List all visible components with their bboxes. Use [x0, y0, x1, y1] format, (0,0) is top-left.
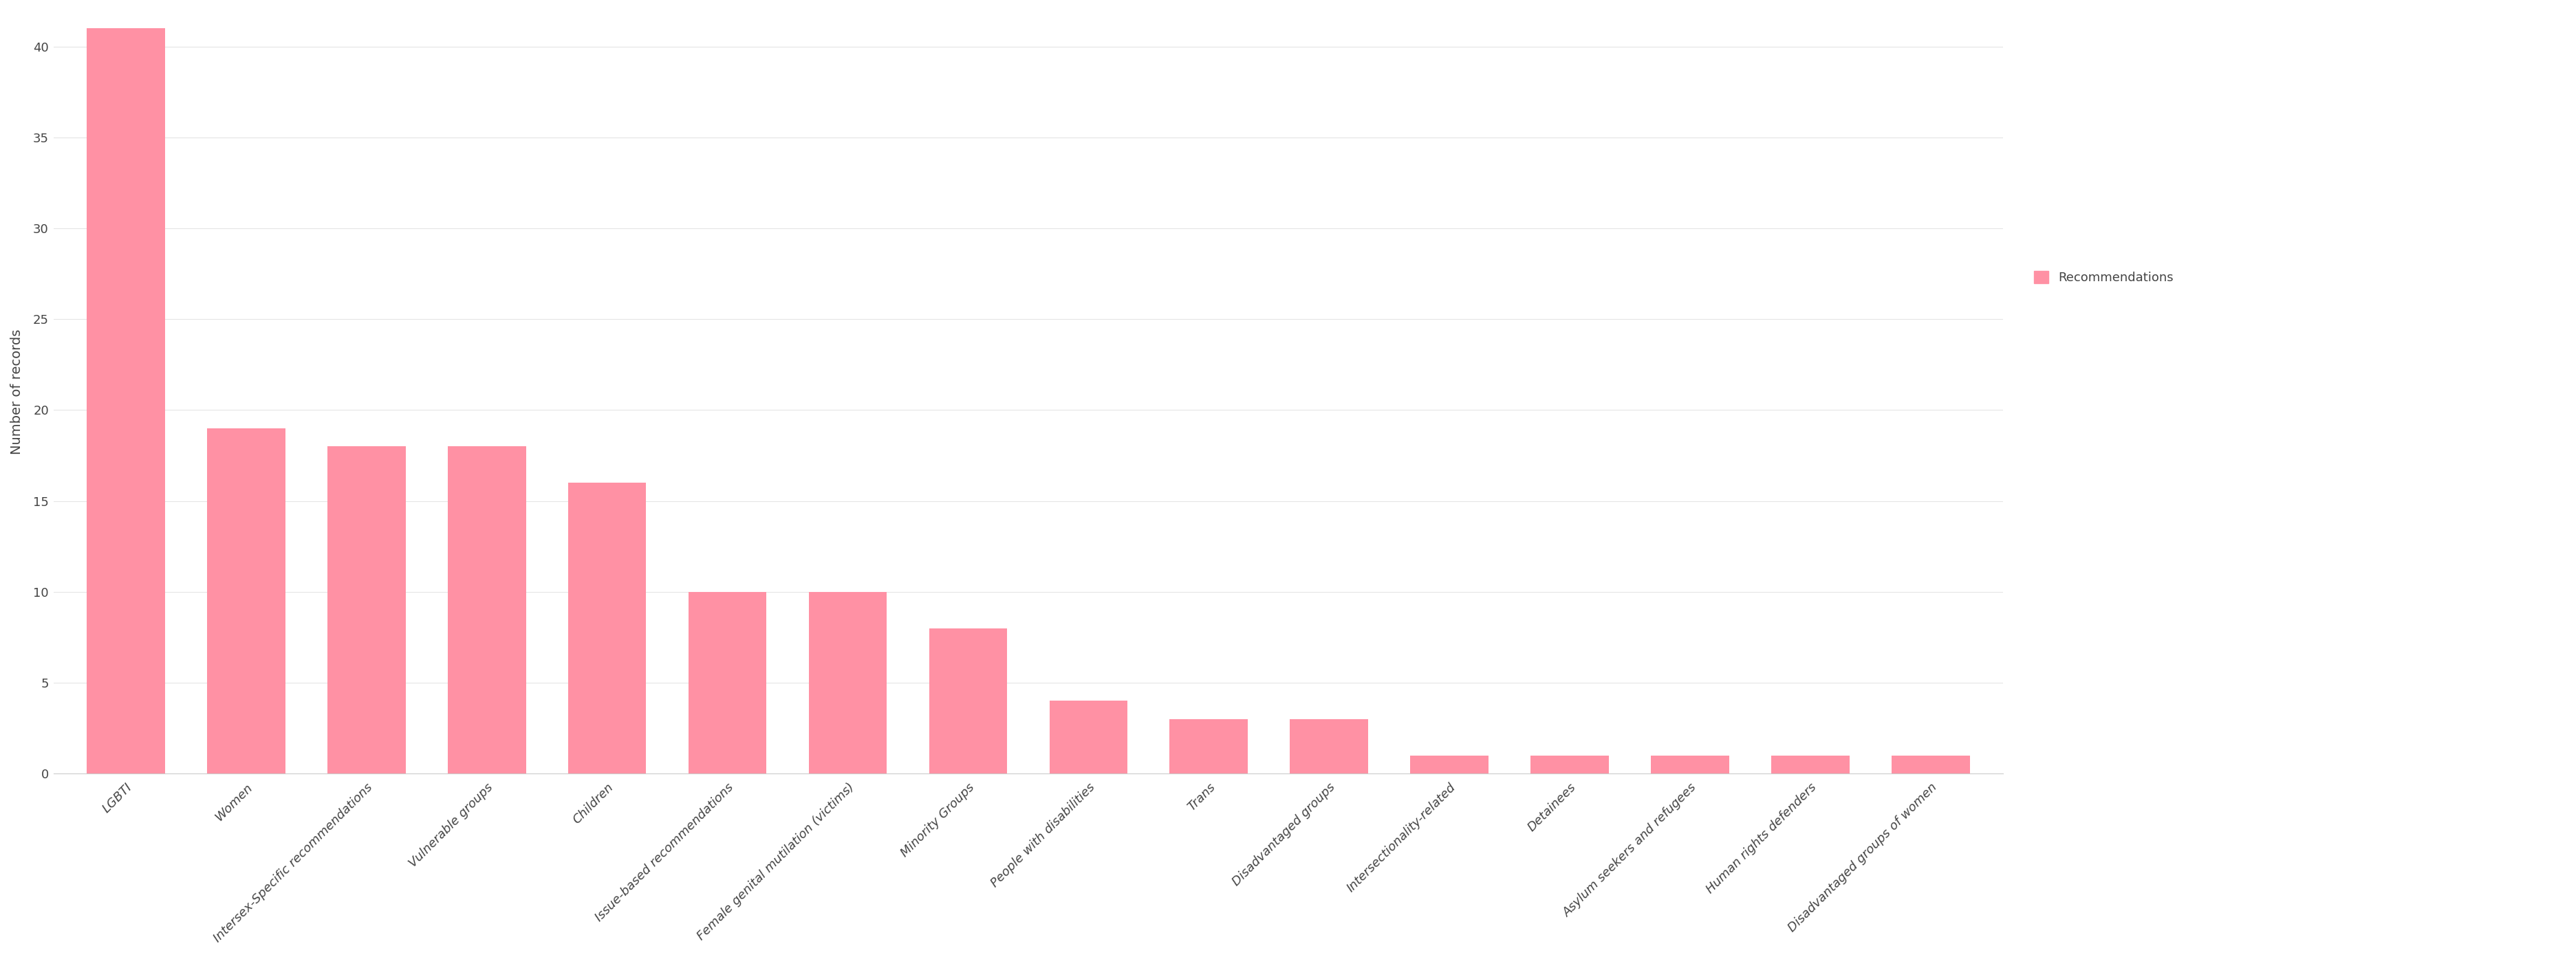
Bar [1412, 755, 1489, 774]
Bar [809, 592, 886, 774]
Bar [88, 29, 165, 774]
Bar [1170, 719, 1247, 774]
Bar [930, 628, 1007, 774]
Bar [688, 592, 768, 774]
Bar [1530, 755, 1610, 774]
Bar [1891, 755, 1971, 774]
Bar [1772, 755, 1850, 774]
Bar [1048, 701, 1128, 774]
Bar [206, 428, 286, 774]
Bar [1651, 755, 1728, 774]
Y-axis label: Number of records: Number of records [10, 329, 23, 455]
Bar [1291, 719, 1368, 774]
Legend: Recommendations: Recommendations [2030, 265, 2179, 289]
Bar [327, 446, 404, 774]
Bar [567, 482, 647, 774]
Bar [448, 446, 526, 774]
